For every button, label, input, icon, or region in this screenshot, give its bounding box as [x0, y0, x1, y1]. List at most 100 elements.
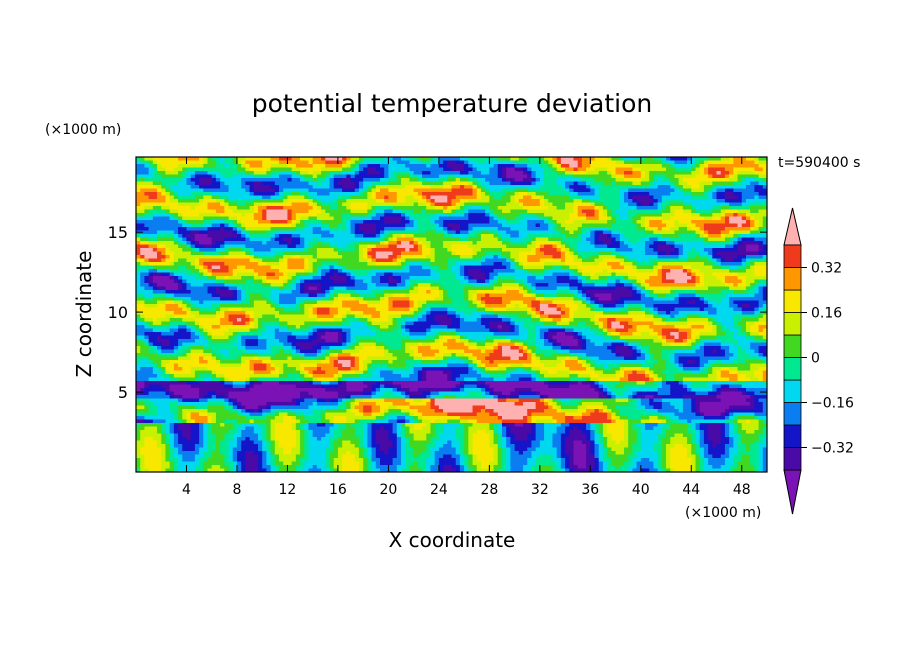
- contour-cell: [384, 238, 389, 242]
- contour-cell: [372, 262, 377, 266]
- contour-cell: [607, 227, 612, 231]
- contour-cell: [759, 245, 764, 249]
- contour-cell: [275, 241, 280, 245]
- contour-cell: [174, 224, 179, 228]
- contour-cell: [595, 175, 600, 179]
- contour-cell: [687, 248, 692, 252]
- contour-cell: [746, 157, 751, 161]
- contour-cell: [308, 157, 313, 161]
- contour-cell: [266, 238, 271, 242]
- contour-cell: [250, 220, 255, 224]
- contour-cell: [481, 227, 486, 231]
- contour-cell: [233, 273, 238, 277]
- contour-cell: [666, 245, 671, 249]
- contour-cell: [351, 269, 356, 273]
- contour-cell: [700, 164, 705, 168]
- contour-cell: [620, 266, 625, 270]
- contour-cell: [586, 189, 591, 193]
- contour-cell: [359, 185, 364, 189]
- contour-cell: [700, 182, 705, 186]
- contour-cell: [144, 266, 149, 270]
- contour-cell: [683, 259, 688, 263]
- contour-cell: [729, 192, 734, 196]
- contour-cell: [237, 199, 242, 203]
- contour-cell: [628, 231, 633, 235]
- contour-cell: [557, 168, 562, 172]
- contour-cell: [334, 259, 339, 263]
- contour-cell: [674, 175, 679, 179]
- contour-cell: [422, 248, 427, 252]
- contour-cell: [649, 217, 654, 221]
- contour-cell: [359, 266, 364, 270]
- contour-cell: [590, 192, 595, 196]
- contour-cell: [544, 252, 549, 256]
- contour-cell: [510, 161, 515, 165]
- contour-cell: [464, 234, 469, 238]
- contour-cell: [195, 161, 200, 165]
- contour-cell: [599, 241, 604, 245]
- contour-cell: [637, 178, 642, 182]
- contour-cell: [195, 231, 200, 235]
- contour-cell: [536, 227, 541, 231]
- contour-cell: [355, 241, 360, 245]
- contour-cell: [582, 185, 587, 189]
- contour-cell: [548, 220, 553, 224]
- contour-cell: [725, 238, 730, 242]
- contour-cell: [174, 252, 179, 256]
- contour-cell: [254, 227, 259, 231]
- contour-cell: [637, 210, 642, 214]
- contour-cell: [199, 238, 204, 242]
- contour-cell: [254, 157, 259, 161]
- contour-cell: [279, 178, 284, 182]
- contour-cell: [531, 199, 536, 203]
- contour-cell: [687, 164, 692, 168]
- contour-cell: [161, 175, 166, 179]
- contour-cell: [384, 262, 389, 266]
- contour-cell: [245, 203, 250, 207]
- contour-cell: [405, 203, 410, 207]
- contour-cell: [165, 273, 170, 277]
- contour-cell: [738, 220, 743, 224]
- contour-cell: [317, 171, 322, 175]
- contour-cell: [540, 192, 545, 196]
- contour-cell: [489, 252, 494, 256]
- contour-cell: [401, 238, 406, 242]
- contour-cell: [687, 255, 692, 259]
- contour-cell: [498, 262, 503, 266]
- contour-cell: [611, 220, 616, 224]
- contour-cell: [519, 175, 524, 179]
- contour-cell: [573, 227, 578, 231]
- contour-cell: [342, 224, 347, 228]
- contour-cell: [637, 238, 642, 242]
- contour-cell: [149, 241, 154, 245]
- contour-cell: [536, 224, 541, 228]
- contour-cell: [325, 259, 330, 263]
- contour-cell: [161, 213, 166, 217]
- contour-cell: [275, 220, 280, 224]
- contour-cell: [216, 168, 221, 172]
- contour-cell: [182, 231, 187, 235]
- contour-cell: [595, 192, 600, 196]
- contour-cell: [308, 227, 313, 231]
- contour-cell: [708, 266, 713, 270]
- contour-cell: [729, 189, 734, 193]
- contour-cell: [170, 178, 175, 182]
- contour-cell: [679, 252, 684, 256]
- contour-cell: [473, 259, 478, 263]
- contour-cell: [670, 192, 675, 196]
- contour-cell: [229, 231, 234, 235]
- contour-cell: [237, 182, 242, 186]
- contour-cell: [750, 192, 755, 196]
- contour-cell: [308, 266, 313, 270]
- contour-cell: [161, 178, 166, 182]
- contour-cell: [531, 189, 536, 193]
- contour-cell: [717, 157, 722, 161]
- contour-cell: [363, 185, 368, 189]
- contour-cell: [662, 248, 667, 252]
- contour-cell: [582, 168, 587, 172]
- contour-cell: [397, 259, 402, 263]
- contour-cell: [186, 259, 191, 263]
- contour-cell: [611, 185, 616, 189]
- contour-cell: [447, 217, 452, 221]
- contour-cell: [258, 273, 263, 277]
